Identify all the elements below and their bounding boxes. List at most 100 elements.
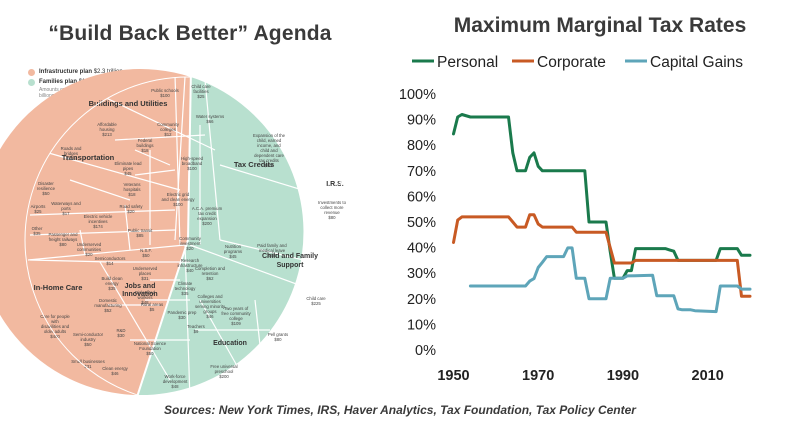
pie-divider-17 [299, 129, 351, 241]
pie-cell-electric-vehicle-incentives: Electric vehicle incentives $174 [84, 214, 113, 229]
pie-sector-infrastructure [0, 69, 191, 396]
pie-cell-small-businesses: Small businesses $31 [71, 359, 104, 369]
pie-group-label-transportation: Transportation [62, 153, 115, 162]
pie-cell-care-for-people-with-disabilities-and-older-adults: Care for people with disabilities and older… [40, 314, 70, 339]
y-tick-label-50: 50% [407, 215, 436, 231]
pie-divider-7 [29, 209, 176, 216]
legend-label-capital-gains: Capital Gains [650, 54, 743, 71]
pie-cell-federal-buildings: Federal buildings $18 [137, 138, 154, 153]
line-chart-title: Maximum Marginal Tax Rates [453, 14, 747, 37]
legend-swatch-infrastructure [28, 68, 35, 76]
pie-cell-underserved-places: Underserved places $31 [133, 266, 158, 281]
sources-note: Sources: New York Times, IRS, Haver Anal… [164, 403, 636, 417]
pie-cell-pell-grants: Pell grants $80 [268, 332, 288, 342]
pie-chart: Buildings and Utilities Transportation In-… [0, 69, 352, 404]
pie-cell-underserved-communities: Underserved communities $20 [77, 242, 102, 257]
series-line-capital-gains [468, 246, 752, 314]
pie-cell-clean-energy: Clean energy $46 [102, 366, 128, 376]
pie-divider-12 [124, 204, 131, 251]
pie-cell-road-safety: Road safety $20 [120, 204, 144, 214]
pie-separator-top [187, 77, 192, 241]
pie-divider-10 [27, 244, 186, 261]
pie-cell-dividers [27, 77, 351, 401]
pie-cell-water-systems: Water systems $66 [196, 114, 224, 124]
pie-divider-6 [69, 179, 131, 201]
y-tick-label-100: 100% [400, 87, 436, 103]
pie-divider-0 [174, 77, 186, 241]
x-tick-label-2010: 2010 [692, 368, 724, 384]
y-tick-label-60: 60% [407, 189, 436, 205]
pie-cell-eliminate-lead-pipes: Eliminate lead pipes $45 [115, 161, 143, 176]
pie-group-label-education: Education [213, 340, 247, 347]
legend-label-corporate: Corporate [537, 54, 606, 71]
y-tick-label-0: 0% [415, 343, 436, 359]
pie-divider-30 [29, 259, 111, 263]
pie-divider-22 [254, 299, 266, 391]
pie-divider-1 [99, 94, 216, 151]
pie-cell-airports: Airports $25 [31, 204, 46, 214]
legend-label-personal: Personal [437, 54, 498, 71]
pie-cell-passenger-and-freight-railways: Passenger and freight railways $80 [49, 232, 79, 247]
y-tick-label-40: 40% [407, 241, 436, 257]
y-tick-label-20: 20% [407, 292, 436, 308]
pie-cell-disaster-resilience: Disaster resilience $50 [37, 181, 56, 196]
pie-cell-roads-and-bridges: Roads and bridges $115 [61, 146, 82, 161]
pie-cell-national-science-foundation: National Science Foundation $50 [134, 341, 167, 356]
pie-cell-expansion-of-the-child-earned-income-and-child-and-dependent-care-tax-credits: Expansion of the child, earned income, and… [253, 133, 286, 168]
pie-cell-waterways-and-ports: Waterways and ports $17 [51, 201, 81, 216]
x-tick-label-1970: 1970 [522, 368, 554, 384]
pie-cell-child-care: Child care $225 [306, 296, 326, 306]
x-tick-label-1990: 1990 [607, 368, 639, 384]
pie-divider-21 [199, 299, 246, 381]
pie-cell-free-universal-preschool: Free universal preschool $200 [210, 364, 237, 379]
pie-cell-work-force-development: Work-force development $48 [163, 374, 188, 389]
pie-cell-completion-and-retention: Completion and retention $62 [195, 266, 226, 281]
pie-cell-n-s-f: N.S.F. $50 [140, 248, 152, 258]
pie-divider-9 [79, 229, 86, 256]
pie-divider-8 [29, 229, 176, 236]
pie-cell-research-infrastructure: Research infrastructure $40 [177, 258, 203, 273]
pie-cell-veterans-hospitals: Veterans hospitals $18 [124, 182, 141, 197]
pie-cell-public-schools: Public schools $100 [151, 88, 178, 98]
pie-divider-3 [134, 149, 171, 166]
pie-divider-15 [204, 79, 221, 241]
series-line-personal [452, 113, 752, 280]
pie-divider-20 [189, 244, 341, 301]
pie-divider-13 [174, 77, 181, 246]
pie-cell-community-colleges: Community colleges $12 [157, 122, 180, 137]
pie-cell-paid-family-and-medical-leave: Paid family and medical leave $225 [257, 243, 287, 258]
line-chart: 0% 10% 20% 30% 40% 50% 60% 70% 80% 90% 100% 1950 197… [400, 54, 752, 384]
pie-cell-affordable-housing: Affordable housing $213 [97, 122, 117, 137]
series-line-corporate [452, 213, 752, 298]
y-tick-label-90: 90% [407, 113, 436, 129]
pie-cell-pandemic-prep: Pandemic prep $30 [168, 310, 198, 320]
pie-divider-25 [99, 261, 171, 381]
pie-divider-19 [184, 244, 191, 401]
pie-group-label-buildings-and-utilities: Buildings and Utilities [89, 99, 168, 108]
pie-group-label-tax-credits: Tax Credits [234, 160, 274, 169]
pie-cell-rural-areas: Rural areas $5 [141, 302, 163, 312]
pie-cell-build-clean-energy: Build clean energy $35 [101, 276, 123, 291]
pie-cell-r-d: R&D $30 [116, 328, 125, 338]
pie-group-label-i-r-s: I.R.S. [326, 181, 344, 188]
pie-divider-5 [37, 149, 181, 191]
pie-cell-high-speed-broadband: High-speed broadband $100 [181, 156, 204, 171]
pie-sector-families [137, 77, 304, 396]
x-tick-label-1950: 1950 [437, 368, 469, 384]
pie-chart-title: “Build Back Better” Agenda [48, 22, 332, 45]
pie-group-label-child-and-family-support: Child and Family Support [262, 253, 318, 269]
y-tick-label-80: 80% [407, 138, 436, 154]
pie-cell-nutrition-programs: Nutrition programs $45 [224, 244, 242, 259]
legend-label-families: Families plan [39, 79, 78, 85]
legend-label-infrastructure: Infrastructure plan [39, 69, 93, 75]
pie-cell-semiconductors: Semiconductors $14 [95, 256, 126, 266]
pie-cell-a-c-a-premium-tax-credit-expansion: A.C.A. premium tax credit expansion $200 [192, 206, 223, 226]
pie-divider-18 [219, 239, 346, 271]
pie-cell-public-transit: Public transit $85 [128, 228, 153, 238]
pie-outline [24, 76, 352, 404]
pie-cell-domestic-manufacturing: Domestic manufacturing $52 [94, 298, 122, 313]
y-tick-label-30: 30% [407, 266, 436, 282]
pie-cell-community-investment: Community investment $20 [179, 236, 202, 251]
pie-cell-teachers: Teachers $9 [187, 324, 204, 334]
pie-cell-other: Other $35 [32, 226, 43, 236]
